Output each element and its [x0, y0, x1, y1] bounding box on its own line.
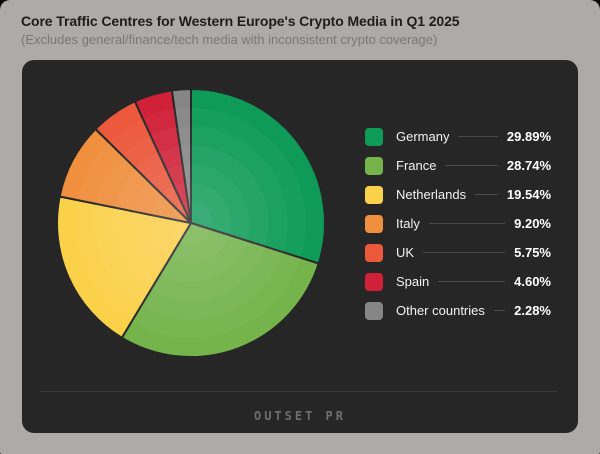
- legend-item-spain: Spain 4.60%: [365, 267, 551, 296]
- pie-chart-svg: [56, 87, 326, 358]
- legend-leader-line: [445, 165, 498, 166]
- pie-slice-netherlands: [56, 195, 192, 339]
- legend-swatch: [365, 185, 383, 204]
- footer-divider: [40, 391, 557, 392]
- chart-title: Core Traffic Centres for Western Europe'…: [21, 13, 460, 29]
- legend-leader-line: [458, 136, 498, 137]
- legend-item-other-countries: Other countries 2.28%: [365, 296, 551, 325]
- legend-leader-line: [423, 252, 506, 253]
- legend-swatch: [365, 214, 383, 233]
- legend-label: Italy: [396, 216, 420, 231]
- legend-swatch: [365, 243, 383, 262]
- pie-chart: [51, 83, 331, 363]
- legend-leader-line: [438, 281, 506, 282]
- legend-label: Spain: [396, 274, 430, 289]
- legend-leader-line: [428, 223, 506, 224]
- legend-item-uk: UK 5.75%: [365, 238, 551, 267]
- legend-swatch: [365, 272, 383, 291]
- legend-item-italy: Italy 9.20%: [365, 209, 551, 238]
- pie-slice-other-countries: [170, 87, 192, 224]
- legend-swatch: [365, 127, 383, 146]
- legend-label: UK: [396, 245, 415, 260]
- legend: Germany 29.89% France 28.74% Netherlands 19.5…: [365, 122, 551, 325]
- legend-label: Netherlands: [396, 187, 467, 202]
- legend-value: 29.89%: [506, 129, 551, 144]
- brand-logo: OUTSET PR: [253, 409, 347, 423]
- legend-value: 19.54%: [506, 187, 551, 202]
- pie-slice-italy: [58, 128, 192, 224]
- legend-value: 28.74%: [506, 158, 551, 173]
- legend-swatch: [365, 156, 383, 175]
- legend-label: France: [396, 158, 437, 173]
- legend-value: 4.60%: [514, 274, 551, 289]
- legend-item-germany: Germany 29.89%: [365, 122, 551, 151]
- legend-item-france: France 28.74%: [365, 151, 551, 180]
- legend-item-netherlands: Netherlands 19.54%: [365, 180, 551, 209]
- legend-leader-line: [475, 194, 498, 195]
- legend-label: Other countries: [396, 303, 485, 318]
- chart-subtitle: (Excludes general/finance/tech media wit…: [21, 32, 438, 47]
- legend-value: 5.75%: [514, 245, 551, 260]
- legend-label: Germany: [396, 129, 450, 144]
- legend-swatch: [365, 301, 383, 320]
- legend-leader-line: [493, 310, 506, 311]
- pie-slice-germany: [190, 88, 326, 265]
- legend-value: 9.20%: [514, 216, 551, 231]
- chart-panel: Germany 29.89% France 28.74% Netherlands 19.5…: [22, 60, 578, 433]
- pie-ring: [170, 202, 213, 245]
- legend-value: 2.28%: [514, 303, 551, 318]
